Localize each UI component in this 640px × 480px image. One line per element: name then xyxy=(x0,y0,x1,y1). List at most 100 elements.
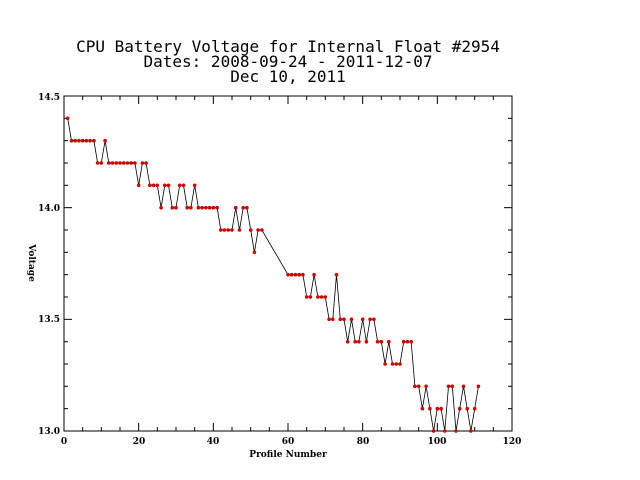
data-point xyxy=(342,317,346,322)
data-point xyxy=(88,138,92,143)
data-point xyxy=(107,161,111,165)
chart-title-line-2: Dates: 2008-09-24 - 2011-12-07 xyxy=(144,52,433,71)
data-point xyxy=(428,406,432,411)
data-point xyxy=(465,406,470,411)
data-point xyxy=(297,272,302,277)
data-point xyxy=(379,339,384,344)
data-point xyxy=(140,161,145,165)
data-point xyxy=(316,295,320,299)
data-point xyxy=(353,339,358,344)
data-point xyxy=(215,205,219,210)
data-point xyxy=(312,272,316,277)
data-point xyxy=(308,295,313,299)
data-point xyxy=(222,228,227,232)
data-point xyxy=(301,272,305,277)
data-point xyxy=(360,317,365,322)
voltage-series-markers xyxy=(65,116,481,433)
data-point xyxy=(170,205,175,210)
data-point xyxy=(118,161,122,165)
data-point xyxy=(450,384,455,389)
data-point xyxy=(327,317,331,322)
data-point xyxy=(454,429,458,433)
chart-title-line-3: Dec 10, 2011 xyxy=(230,67,346,86)
data-point xyxy=(163,183,167,188)
data-point xyxy=(155,183,160,188)
data-point xyxy=(133,161,137,165)
data-point xyxy=(181,183,186,188)
data-point xyxy=(69,138,74,143)
data-point xyxy=(420,406,425,411)
data-point xyxy=(469,429,473,433)
data-point xyxy=(289,272,294,277)
data-point xyxy=(435,406,440,411)
data-point xyxy=(196,205,201,210)
data-point xyxy=(331,317,335,322)
data-point xyxy=(230,228,234,232)
data-point xyxy=(368,317,372,322)
data-point xyxy=(200,205,204,210)
data-point xyxy=(219,228,223,232)
x-tick-label-100: 100 xyxy=(428,437,447,447)
data-point xyxy=(461,384,466,389)
data-point xyxy=(233,205,238,210)
data-point xyxy=(192,183,197,188)
data-point xyxy=(99,161,104,165)
data-point xyxy=(446,384,451,389)
data-point xyxy=(472,406,477,411)
data-point xyxy=(174,205,178,210)
data-point xyxy=(185,205,189,210)
data-point xyxy=(286,272,290,277)
y-tick-label-14.5: 14.5 xyxy=(38,93,60,103)
data-point xyxy=(383,362,387,366)
data-point xyxy=(151,183,156,188)
data-point xyxy=(293,272,298,277)
data-point xyxy=(394,362,399,366)
data-point xyxy=(476,384,481,389)
data-point xyxy=(92,138,96,143)
data-point xyxy=(114,161,119,165)
x-tick-label-20: 20 xyxy=(133,437,146,447)
data-point xyxy=(323,295,328,299)
data-point xyxy=(125,161,130,165)
y-axis-label: Voltage xyxy=(26,243,36,282)
voltage-series-line xyxy=(67,118,479,432)
data-point xyxy=(304,295,309,299)
x-tick-label-0: 0 xyxy=(61,437,67,447)
data-point xyxy=(121,161,126,165)
data-point xyxy=(144,161,148,165)
x-tick-label-80: 80 xyxy=(357,437,370,447)
data-point xyxy=(129,161,133,165)
x-tick-label-40: 40 xyxy=(207,437,220,447)
data-point xyxy=(364,339,369,344)
x-axis-label: Profile Number xyxy=(249,450,327,460)
data-point xyxy=(401,339,406,344)
data-point xyxy=(375,339,380,344)
data-point xyxy=(372,317,376,322)
data-point xyxy=(252,250,257,255)
data-point xyxy=(241,205,245,210)
data-point xyxy=(409,339,414,344)
data-point xyxy=(136,183,141,188)
data-point xyxy=(349,317,354,322)
data-point xyxy=(166,183,171,188)
data-point xyxy=(398,362,402,366)
data-point xyxy=(248,228,253,232)
data-point xyxy=(245,205,249,210)
data-point xyxy=(148,183,152,188)
chart-title-line-1: CPU Battery Voltage for Internal Float #… xyxy=(76,37,500,56)
data-point xyxy=(95,161,100,165)
data-point xyxy=(390,362,395,366)
y-tick-label-13.5: 13.5 xyxy=(38,315,60,325)
data-point xyxy=(431,429,436,433)
data-point xyxy=(159,205,163,210)
y-tick-label-14.0: 14.0 xyxy=(38,204,60,214)
data-point xyxy=(413,384,417,389)
data-point xyxy=(207,205,212,210)
data-point xyxy=(338,317,343,322)
data-point xyxy=(334,272,339,277)
data-point xyxy=(405,339,410,344)
data-point xyxy=(357,339,361,344)
data-point xyxy=(77,138,81,143)
data-point xyxy=(256,228,260,232)
